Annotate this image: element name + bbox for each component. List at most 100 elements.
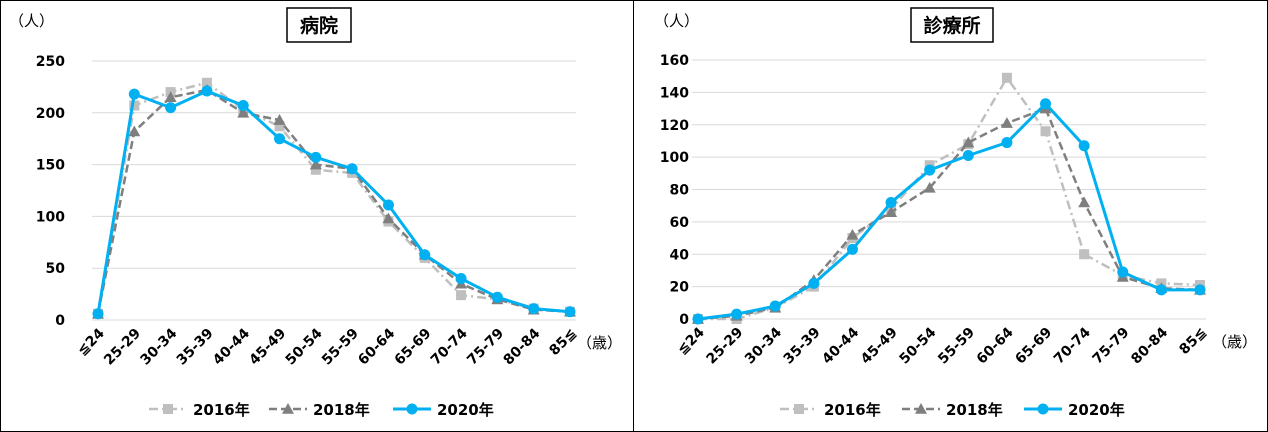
data-point — [274, 121, 285, 132]
legend-marker — [406, 403, 418, 415]
data-point — [692, 313, 704, 325]
x-tick-label: 75-79 — [1090, 325, 1133, 368]
y-tick-label: 80 — [670, 183, 690, 199]
chart-panel-hospital: （人） 病院 0 50 100 150 200 250 ≦24 25-29 30-34 35-39 40… — [0, 0, 634, 432]
y-axis-label: （人） — [9, 12, 54, 30]
data-point — [1078, 196, 1091, 208]
data-point — [129, 100, 140, 111]
x-tick-label: 65-69 — [392, 326, 435, 369]
data-point — [885, 196, 897, 208]
x-tick-label: 25-29 — [101, 326, 144, 369]
x-tick-label: 85≦ — [546, 326, 579, 359]
series-line — [96, 88, 571, 315]
data-point — [491, 291, 503, 303]
x-tick-label: 85≦ — [1176, 325, 1209, 358]
chart-svg: （人） 病院 0 50 100 150 200 250 ≦2425-2930-3435-3940… — [9, 7, 622, 419]
chart-panel-clinic: （人） 診療所 0 20 40 60 80 100 120 140 160 ≦24 25-29 30-34… — [633, 0, 1268, 432]
legend-label: 2016年 — [824, 401, 881, 419]
x-tick-label: 30-34 — [137, 325, 180, 368]
data-point — [419, 249, 431, 261]
data-point — [201, 77, 212, 88]
x-tick-label: 60-64 — [974, 324, 1017, 367]
data-point — [201, 85, 213, 97]
x-tick-label: 35-39 — [781, 325, 824, 368]
data-point — [1194, 284, 1206, 296]
x-tick-label: ≦24 — [674, 324, 708, 358]
series-line — [698, 76, 1201, 321]
x-tick-label: 80-84 — [501, 325, 544, 368]
series-2020年 — [692, 98, 1206, 325]
data-point — [731, 308, 743, 320]
data-point — [456, 290, 467, 301]
data-point — [237, 106, 250, 118]
x-axis-label: （歳） — [577, 334, 622, 352]
x-tick-label: 45-49 — [246, 326, 289, 369]
series-2018年 — [92, 84, 576, 319]
x-tick-label: 40-44 — [210, 325, 253, 368]
data-point — [769, 300, 781, 312]
x-tick-label: 25-29 — [703, 325, 746, 368]
data-point — [382, 212, 395, 224]
legend-label: 2016年 — [193, 401, 250, 419]
data-point — [1001, 72, 1012, 83]
data-point — [1040, 126, 1051, 137]
chart-title: 病院 — [300, 14, 338, 37]
x-tick-label: 65-69 — [1012, 325, 1055, 368]
data-point — [128, 88, 140, 100]
data-point — [846, 243, 858, 255]
data-point — [962, 136, 975, 148]
data-point — [564, 306, 576, 318]
x-axis-label: （歳） — [1212, 333, 1257, 351]
series-2020年 — [92, 85, 576, 320]
data-point — [274, 133, 286, 145]
legend-marker — [1037, 403, 1049, 415]
y-tick-label: 100 — [660, 150, 689, 166]
chart-title: 診療所 — [923, 14, 980, 37]
data-point — [310, 151, 322, 163]
data-point — [237, 100, 249, 112]
series-2018年 — [692, 102, 1206, 324]
legend-marker — [915, 403, 927, 414]
data-point — [273, 114, 286, 125]
data-point — [1155, 284, 1167, 296]
data-point — [92, 308, 104, 320]
y-tick-label: 0 — [55, 313, 65, 329]
data-point — [310, 164, 321, 175]
x-tick-label: 70-74 — [1051, 324, 1094, 367]
legend-marker — [282, 403, 294, 414]
legend-label: 2018年 — [946, 401, 1003, 419]
data-point — [1117, 266, 1129, 278]
x-tick-label: 45-49 — [858, 325, 901, 368]
data-point — [165, 102, 177, 114]
legend: 2016年 2018年 2020年 — [149, 401, 494, 419]
legend-label: 2020年 — [1068, 401, 1125, 419]
data-point — [1079, 249, 1090, 260]
series-line — [697, 107, 1201, 321]
data-point — [1078, 140, 1090, 152]
y-tick-label: 150 — [36, 158, 65, 174]
x-tick-label: 50-54 — [283, 325, 326, 368]
x-tick-label: 35-39 — [174, 326, 217, 369]
series-line — [96, 89, 571, 315]
x-tick-label: 50-54 — [897, 324, 940, 367]
x-tick-label: 55-59 — [935, 325, 978, 368]
y-tick-label: 60 — [670, 215, 690, 231]
x-tick-label: ≦24 — [74, 325, 108, 359]
data-point — [382, 199, 394, 211]
x-tick-label: 70-74 — [428, 325, 471, 368]
legend-label: 2018年 — [313, 401, 370, 419]
chart-title-box — [910, 7, 994, 43]
y-tick-label: 20 — [670, 280, 690, 296]
y-tick-label: 100 — [36, 209, 65, 225]
x-tick-label: 55-59 — [319, 326, 362, 369]
x-tick-label: 80-84 — [1128, 324, 1171, 367]
y-tick-label: 140 — [660, 85, 689, 101]
y-tick-label: 250 — [36, 54, 65, 70]
data-point — [808, 277, 820, 289]
y-tick-label: 120 — [660, 118, 689, 134]
chart-svg: （人） 診療所 0 20 40 60 80 100 120 140 160 ≦2425-2930-34… — [654, 7, 1257, 419]
data-point — [346, 163, 358, 175]
x-tick-label: 75-79 — [464, 326, 507, 369]
data-point — [528, 303, 540, 315]
